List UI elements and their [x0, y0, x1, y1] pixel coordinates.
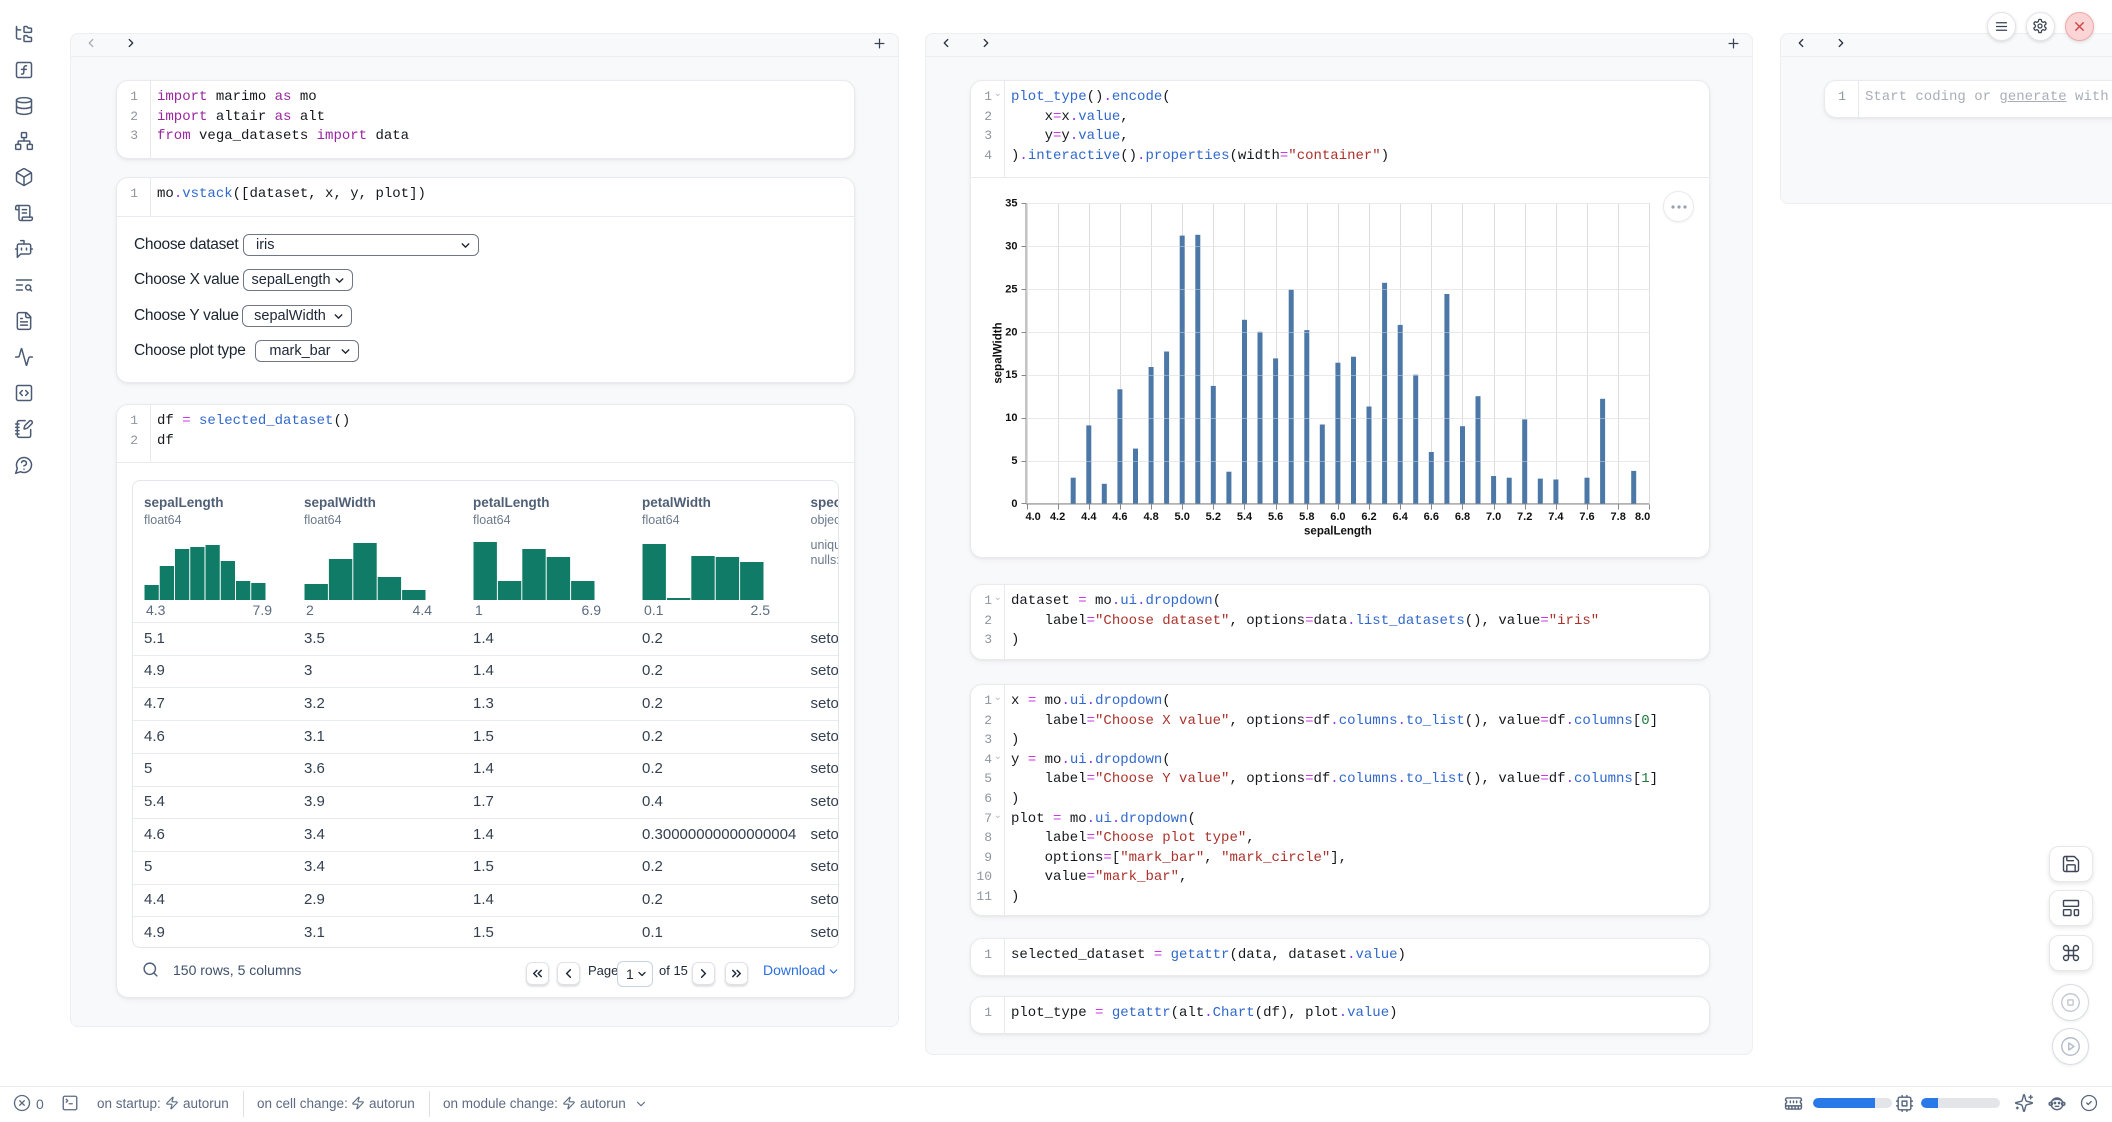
svg-text:0: 0: [1011, 498, 1017, 510]
svg-text:7.6: 7.6: [1579, 511, 1594, 523]
svg-text:6.0: 6.0: [1330, 511, 1345, 523]
svg-text:5.4: 5.4: [1237, 511, 1253, 523]
svg-text:5.6: 5.6: [1268, 511, 1283, 523]
svg-text:20: 20: [1005, 326, 1017, 338]
svg-text:7.2: 7.2: [1517, 511, 1532, 523]
svg-text:sepalLength: sepalLength: [1304, 526, 1372, 538]
svg-text:5.2: 5.2: [1206, 511, 1221, 523]
svg-text:4.0: 4.0: [1026, 511, 1041, 523]
svg-text:7.8: 7.8: [1611, 511, 1626, 523]
svg-text:4.4: 4.4: [1081, 511, 1097, 523]
svg-text:10: 10: [1005, 412, 1017, 424]
svg-text:5: 5: [1011, 455, 1017, 467]
svg-text:7.4: 7.4: [1548, 511, 1564, 523]
svg-text:15: 15: [1005, 369, 1017, 381]
svg-text:6.6: 6.6: [1424, 511, 1439, 523]
svg-text:8.0: 8.0: [1635, 511, 1650, 523]
svg-text:35: 35: [1005, 198, 1017, 210]
svg-text:7.0: 7.0: [1486, 511, 1501, 523]
svg-text:25: 25: [1005, 283, 1017, 295]
svg-text:5.8: 5.8: [1299, 511, 1314, 523]
svg-text:4.8: 4.8: [1143, 511, 1158, 523]
svg-text:30: 30: [1005, 240, 1017, 252]
svg-text:5.0: 5.0: [1175, 511, 1190, 523]
svg-text:6.4: 6.4: [1393, 511, 1409, 523]
svg-text:4.6: 4.6: [1112, 511, 1127, 523]
svg-text:6.8: 6.8: [1455, 511, 1470, 523]
svg-text:6.2: 6.2: [1361, 511, 1376, 523]
svg-text:sepalWidth: sepalWidth: [993, 322, 1005, 383]
svg-text:4.2: 4.2: [1050, 511, 1065, 523]
